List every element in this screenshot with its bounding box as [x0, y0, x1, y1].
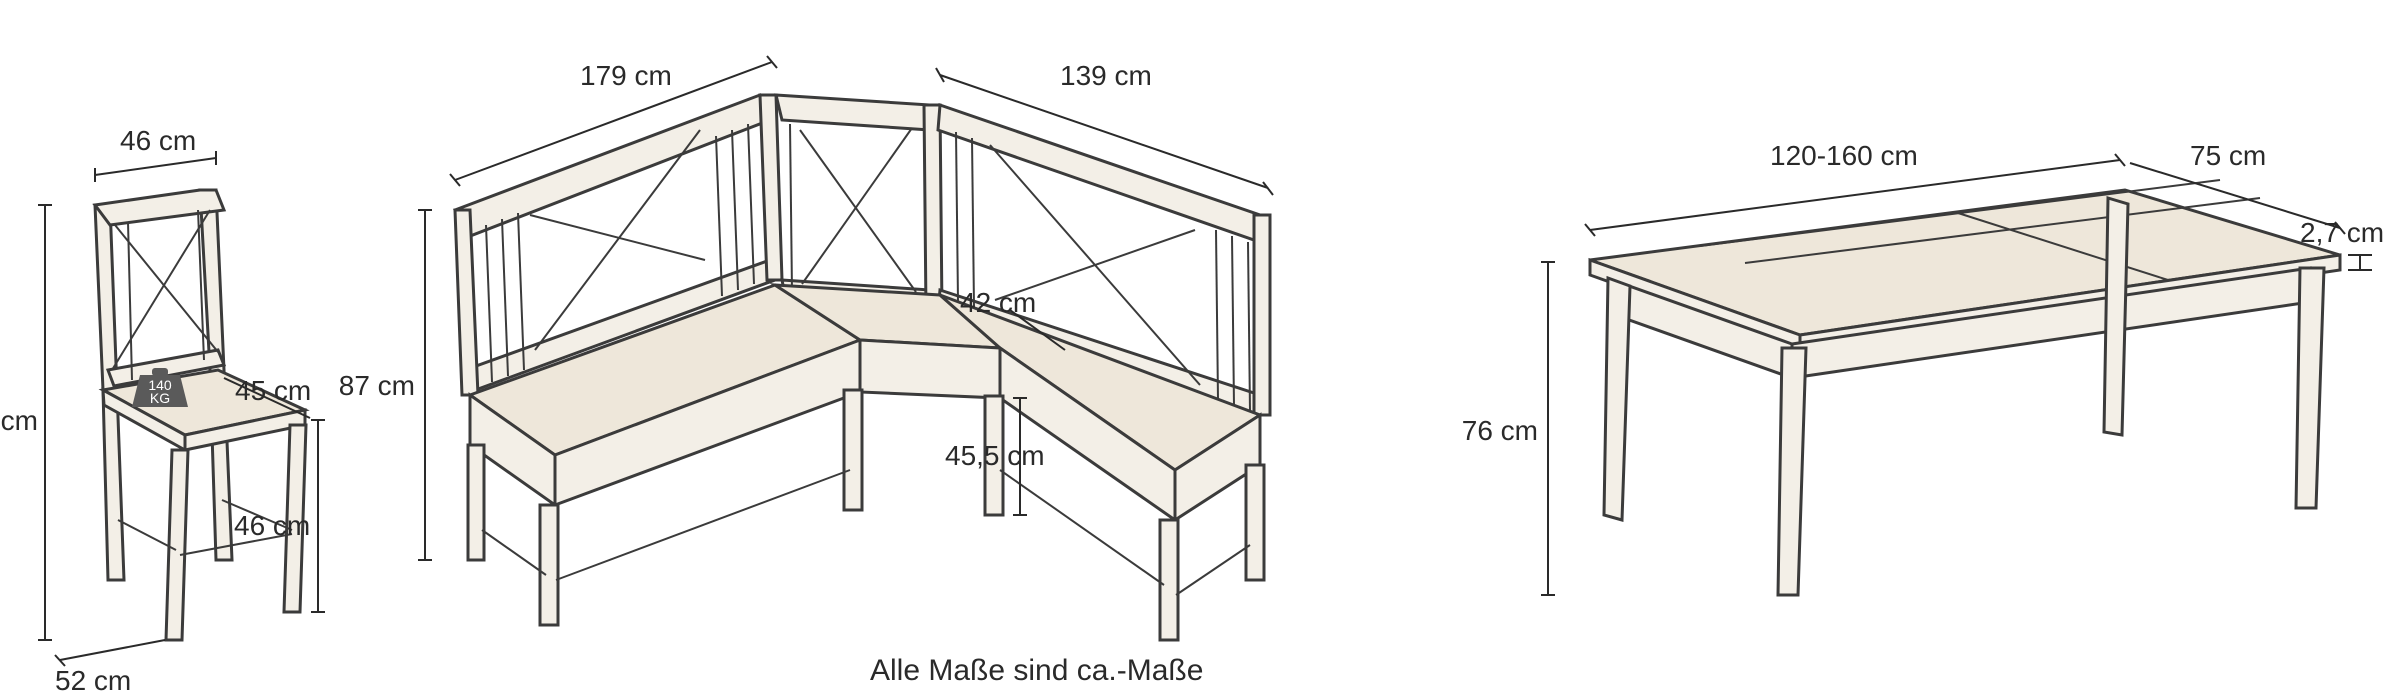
corner-bench-drawing	[455, 95, 1270, 640]
table-width-label: 75 cm	[2190, 140, 2266, 171]
table-length-label: 120-160 cm	[1770, 140, 1918, 171]
caption: Alle Maße sind ca.-Maße	[870, 654, 1203, 687]
bench-backrest-height-label: 87 cm	[339, 370, 415, 401]
table-drawing	[1590, 180, 2340, 595]
bench-width-left-label: 179 cm	[580, 60, 672, 91]
chair-depth-label: 52 cm	[55, 665, 131, 693]
table-height-label: 76 cm	[1462, 415, 1538, 446]
bench-seat-depth-label: 42 cm	[960, 287, 1036, 318]
svg-text:KG: KG	[150, 390, 170, 406]
chair-height-label: 90 cm	[0, 405, 38, 436]
chair-seat-depth-label: 45 cm	[235, 375, 311, 406]
furniture-dimensions-diagram: 46 cm 90 cm 45 cm 46 cm 52 cm 140 KG	[0, 0, 2400, 693]
chair-seat-height-label: 46 cm	[234, 510, 310, 541]
chair-drawing	[95, 190, 306, 640]
chair-width-label: 46 cm	[120, 125, 196, 156]
bench-seat-height-label: 45,5 cm	[945, 440, 1045, 471]
table-dimensions: 120-160 cm 75 cm 2,7 cm 76 cm	[1462, 140, 2384, 595]
table-thickness-label: 2,7 cm	[2300, 217, 2384, 248]
bench-width-right-label: 139 cm	[1060, 60, 1152, 91]
